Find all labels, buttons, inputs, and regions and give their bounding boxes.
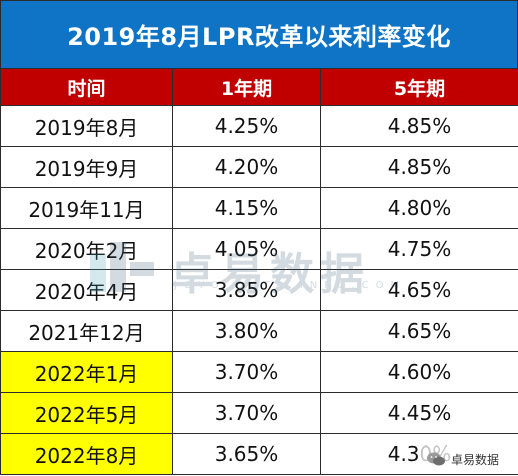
one-year-cell: 4.20% [172, 146, 321, 188]
five-year-cell: 4.45% [320, 392, 518, 434]
table-row: 2019年9月 4.20% 4.85% [0, 146, 518, 188]
date-cell: 2022年5月 [0, 392, 173, 434]
header-one-year: 1年期 [172, 68, 321, 106]
table-row: 2019年11月 4.15% 4.80% [0, 187, 518, 229]
five-year-cell: 4.60% [320, 351, 518, 393]
one-year-cell: 3.80% [172, 310, 321, 352]
date-cell: 2020年4月 [0, 269, 173, 311]
table-row-highlighted: 2022年5月 3.70% 4.45% [0, 392, 518, 434]
one-year-cell: 3.65% [172, 433, 321, 475]
five-year-cell: 4.65% [320, 310, 518, 352]
header-five-year: 5年期 [320, 68, 518, 106]
header-date: 时间 [0, 68, 173, 106]
one-year-cell: 4.15% [172, 187, 321, 229]
date-cell: 2021年12月 [0, 310, 173, 352]
one-year-cell: 3.70% [172, 351, 321, 393]
one-year-cell: 3.70% [172, 392, 321, 434]
five-year-cell: 4.80% [320, 187, 518, 229]
one-year-cell: 4.25% [172, 105, 321, 147]
table-row: 2020年4月 3.85% 4.65% [0, 269, 518, 311]
date-cell: 2022年1月 [0, 351, 173, 393]
date-cell: 2020年2月 [0, 228, 173, 270]
source-badge: 卓易数据 [420, 446, 508, 472]
one-year-cell: 4.05% [172, 228, 321, 270]
date-cell: 2019年9月 [0, 146, 173, 188]
lpr-rate-table: 时间 1年期 5年期 2019年8月 4.25% 4.85% 2019年9月 4… [0, 68, 518, 475]
table-row-highlighted: 2022年1月 3.70% 4.60% [0, 351, 518, 393]
five-year-cell: 4.85% [320, 146, 518, 188]
date-cell: 2019年11月 [0, 187, 173, 229]
five-year-cell: 4.75% [320, 228, 518, 270]
five-year-cell: 4.85% [320, 105, 518, 147]
wechat-icon [427, 452, 445, 466]
date-cell: 2019年8月 [0, 105, 173, 147]
badge-label: 卓易数据 [451, 452, 500, 467]
date-cell: 2022年8月 [0, 433, 173, 475]
header-row: 时间 1年期 5年期 [0, 68, 518, 106]
five-year-cell: 4.65% [320, 269, 518, 311]
one-year-cell: 3.85% [172, 269, 321, 311]
table-title: 2019年8月LPR改革以来利率变化 [0, 0, 518, 69]
table-row: 2021年12月 3.80% 4.65% [0, 310, 518, 352]
table-row: 2019年8月 4.25% 4.85% [0, 105, 518, 147]
table-row: 2020年2月 4.05% 4.75% [0, 228, 518, 270]
